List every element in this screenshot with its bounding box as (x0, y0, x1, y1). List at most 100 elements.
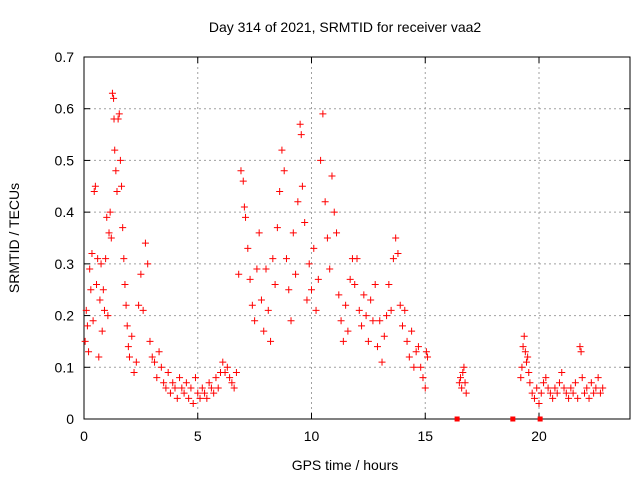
data-point (576, 343, 584, 351)
data-point (403, 337, 411, 345)
data-point (196, 394, 204, 402)
data-point (351, 281, 359, 289)
data-point (417, 363, 425, 371)
data-point (144, 260, 152, 268)
data-point (364, 337, 372, 345)
data-point (577, 348, 585, 356)
data-point (380, 332, 388, 340)
y-tick-label: 0 (66, 411, 74, 427)
data-point (560, 384, 568, 392)
data-point (376, 317, 384, 325)
data-point (459, 368, 467, 376)
data-point (96, 296, 104, 304)
data-point (330, 208, 338, 216)
data-point (169, 379, 177, 387)
data-point (599, 384, 607, 392)
data-point (276, 187, 284, 195)
data-point (115, 110, 123, 118)
data-point (533, 384, 541, 392)
data-point (296, 120, 304, 128)
data-point (95, 353, 103, 361)
data-point (269, 255, 277, 263)
data-point (535, 399, 543, 407)
data-point (244, 244, 252, 252)
data-point (399, 322, 406, 330)
data-point (562, 389, 570, 397)
data-point (537, 389, 545, 397)
data-point (518, 363, 526, 371)
zero-marker (454, 416, 460, 422)
y-tick-label: 0.5 (55, 152, 75, 168)
data-point (130, 368, 138, 376)
data-point (228, 379, 236, 387)
data-point (121, 281, 129, 289)
data-point (289, 229, 297, 237)
data-point (232, 368, 240, 376)
data-point (321, 198, 329, 206)
data-point (360, 291, 368, 299)
data-point (462, 389, 470, 397)
data-points (81, 89, 607, 407)
data-point (408, 327, 416, 335)
data-point (214, 384, 222, 392)
data-point (581, 389, 588, 397)
data-point (185, 394, 193, 402)
plot-area-border (83, 56, 631, 420)
data-point (520, 332, 528, 340)
data-point (303, 296, 311, 304)
data-point (242, 213, 250, 221)
gridlines (84, 57, 630, 419)
data-point (194, 389, 202, 397)
data-point (342, 301, 350, 309)
data-point (526, 379, 534, 387)
data-point (328, 172, 336, 180)
data-point (530, 394, 538, 402)
data-point (203, 394, 211, 402)
data-point (367, 296, 375, 304)
data-point (405, 353, 413, 361)
data-point (94, 255, 102, 263)
data-point (412, 348, 420, 356)
data-point (460, 363, 468, 371)
data-point (373, 343, 381, 351)
data-point (590, 389, 598, 397)
data-point (253, 265, 261, 273)
data-point (251, 317, 259, 325)
data-point (219, 358, 227, 366)
data-point (387, 306, 395, 314)
data-point (335, 291, 343, 299)
data-point (148, 353, 156, 361)
data-point (120, 255, 128, 263)
data-point (401, 306, 409, 314)
zero-marker (537, 416, 543, 422)
data-point (540, 379, 548, 387)
data-point (371, 281, 379, 289)
data-point (106, 208, 114, 216)
data-point (353, 255, 361, 263)
data-point (389, 255, 397, 263)
chart-title: Day 314 of 2021, SRMTID for receiver vaa… (209, 19, 482, 35)
data-point (97, 260, 105, 268)
data-point (308, 286, 315, 294)
data-point (355, 306, 363, 314)
data-point (128, 332, 136, 340)
data-point (221, 368, 229, 376)
data-point (81, 337, 89, 345)
data-point (528, 389, 536, 397)
data-point (155, 348, 163, 356)
data-point (278, 146, 286, 154)
data-point (99, 286, 107, 294)
data-point (585, 394, 593, 402)
data-point (240, 203, 248, 211)
data-point (111, 146, 119, 154)
data-point (574, 394, 582, 402)
data-point (189, 399, 197, 407)
data-point (285, 286, 293, 294)
data-point (139, 306, 147, 314)
data-point (383, 312, 391, 320)
data-point (201, 389, 209, 397)
zero-marker (510, 416, 516, 422)
data-point (323, 234, 331, 242)
data-point (394, 250, 402, 258)
